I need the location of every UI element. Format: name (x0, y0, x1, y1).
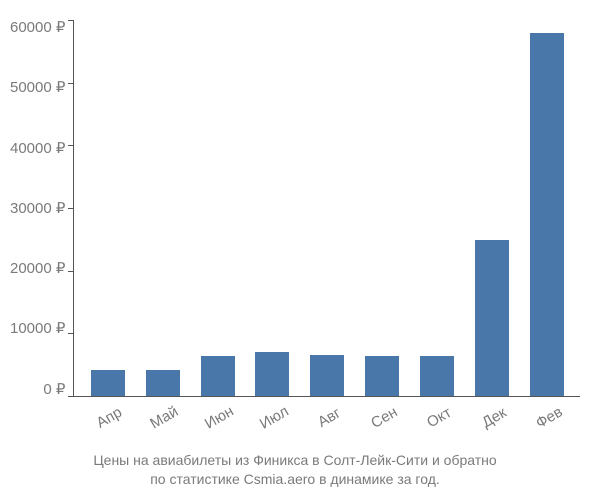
y-tick: 0 ₽ (43, 382, 65, 397)
bar-slot (245, 20, 300, 396)
plot-area (73, 20, 580, 397)
bar-slot (190, 20, 245, 396)
y-tick: 50000 ₽ (10, 80, 65, 95)
bar-slot (410, 20, 465, 396)
y-tick: 30000 ₽ (10, 201, 65, 216)
y-tick: 40000 ₽ (10, 141, 65, 156)
bar-slot (355, 20, 410, 396)
bar-slot (300, 20, 355, 396)
bar (530, 33, 564, 396)
y-tick: 10000 ₽ (10, 321, 65, 336)
bar-slot (464, 20, 519, 396)
caption-line-1: Цены на авиабилеты из Финикса в Солт-Лей… (10, 451, 580, 471)
x-labels: АпрМайИюнИюлАвгСенОктДекФев (73, 397, 580, 445)
y-tick: 60000 ₽ (10, 20, 65, 35)
caption-line-2: по статистике Csmia.aero в динамике за г… (10, 470, 580, 490)
chart-area: 60000 ₽ 50000 ₽ 40000 ₽ 30000 ₽ 20000 ₽ 10000… (10, 20, 580, 397)
bars-container (74, 20, 580, 396)
x-axis-spacer (10, 397, 73, 445)
bar-slot (519, 20, 574, 396)
bar-slot (135, 20, 190, 396)
bar (475, 240, 509, 395)
y-tick: 20000 ₽ (10, 261, 65, 276)
x-axis: АпрМайИюнИюлАвгСенОктДекФев (10, 397, 580, 445)
y-axis: 60000 ₽ 50000 ₽ 40000 ₽ 30000 ₽ 20000 ₽ 10000… (10, 20, 73, 397)
bar-slot (80, 20, 135, 396)
